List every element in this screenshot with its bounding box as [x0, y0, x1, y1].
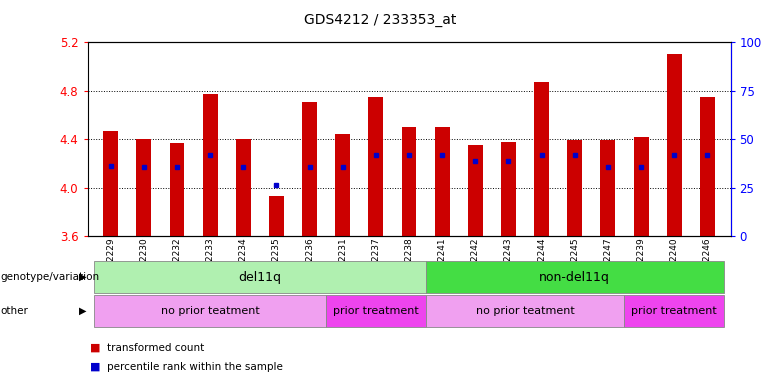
Text: non-del11q: non-del11q: [540, 271, 610, 283]
Text: no prior teatment: no prior teatment: [161, 306, 260, 316]
Bar: [236, 139, 251, 236]
Bar: [170, 143, 184, 236]
Text: percentile rank within the sample: percentile rank within the sample: [107, 362, 282, 372]
Bar: [667, 55, 682, 236]
Bar: [336, 134, 350, 236]
Bar: [600, 141, 616, 236]
Text: ■: ■: [90, 343, 100, 353]
Bar: [700, 97, 715, 236]
Text: transformed count: transformed count: [107, 343, 204, 353]
Text: del11q: del11q: [238, 271, 282, 283]
Bar: [402, 127, 416, 236]
Bar: [136, 139, 151, 236]
Bar: [501, 142, 516, 236]
Bar: [534, 82, 549, 236]
Bar: [368, 97, 384, 236]
Bar: [202, 94, 218, 236]
Bar: [468, 145, 482, 236]
Bar: [269, 196, 284, 236]
Text: prior treatment: prior treatment: [333, 306, 419, 316]
Bar: [567, 141, 582, 236]
Bar: [302, 102, 317, 236]
Text: other: other: [1, 306, 29, 316]
Text: no prior teatment: no prior teatment: [476, 306, 575, 316]
Text: genotype/variation: genotype/variation: [1, 272, 100, 282]
Bar: [435, 127, 450, 236]
Text: prior treatment: prior treatment: [632, 306, 717, 316]
Bar: [103, 131, 118, 236]
Text: ■: ■: [90, 362, 100, 372]
Text: GDS4212 / 233353_at: GDS4212 / 233353_at: [304, 13, 457, 27]
Text: ▶: ▶: [79, 272, 87, 282]
Text: ▶: ▶: [79, 306, 87, 316]
Bar: [634, 137, 648, 236]
